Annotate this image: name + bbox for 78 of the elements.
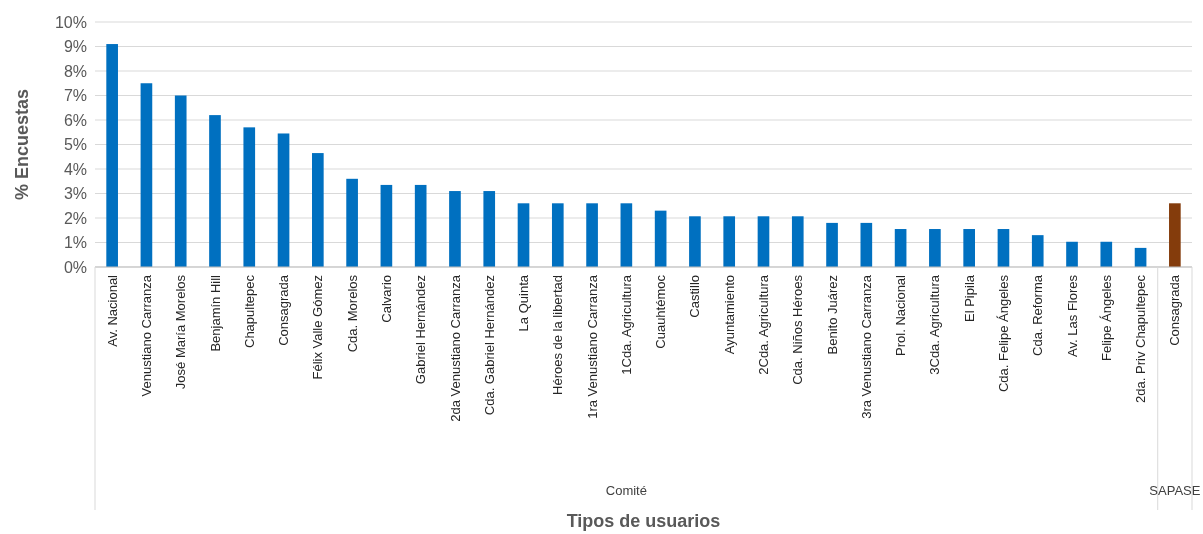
y-tick-label: 0% — [63, 258, 87, 276]
bar — [449, 191, 461, 267]
bar — [174, 95, 187, 267]
bar — [997, 229, 1010, 267]
bar — [723, 216, 736, 267]
x-tick-label: 2Cda. Agricultura — [756, 274, 772, 375]
bar — [1169, 203, 1181, 267]
x-tick-label: Av. Nacional — [104, 274, 120, 347]
bar — [929, 229, 941, 267]
x-tick-label: Héroes de la libertad — [550, 275, 566, 395]
x-tick-label: El Pipila — [961, 274, 977, 322]
x-tick-label: 1ra Venustiano Carranza — [584, 274, 600, 419]
bar — [1031, 235, 1044, 267]
bar — [860, 222, 873, 267]
x-tick-label: Castillo — [687, 275, 703, 318]
y-tick-label: 7% — [63, 87, 87, 105]
bar — [312, 153, 324, 267]
x-tick-label: 3Cda. Agricultura — [927, 274, 943, 375]
bar — [757, 216, 770, 267]
x-tick-label: Cda. Felipe Ángeles — [996, 274, 1011, 393]
y-tick-label: 5% — [63, 136, 87, 154]
bar — [209, 115, 221, 267]
bar — [483, 191, 496, 267]
bar — [277, 133, 290, 267]
x-tick-label: Cda. Gabriel Hernández — [481, 275, 497, 416]
x-tick-label: Félix Valle Gómez — [310, 275, 326, 380]
x-tick-label: Consagrada — [1167, 274, 1183, 346]
x-tick-label: Prol. Nacional — [893, 274, 909, 356]
y-tick-label: 2% — [63, 209, 87, 227]
bar — [140, 83, 153, 267]
bar — [689, 216, 701, 267]
bar — [243, 127, 256, 267]
x-tick-label: Gabriel Hernández — [413, 275, 429, 385]
bar — [106, 44, 118, 267]
bar — [380, 184, 393, 267]
bar — [414, 184, 427, 267]
x-tick-label: 1Cda. Agricultura — [618, 274, 634, 375]
bar — [517, 203, 530, 267]
x-tick-label: 2da. Priv Chapultepec — [1133, 274, 1149, 403]
x-tick-label: Av. Las Flores — [1064, 274, 1080, 357]
x-tick-label: José María Morelos — [173, 274, 189, 390]
y-tick-label: 6% — [63, 111, 87, 129]
bar — [826, 222, 838, 267]
x-tick-label: Calvario — [378, 275, 394, 323]
bar — [620, 203, 633, 267]
y-tick-label: 4% — [63, 160, 87, 178]
x-tick-label: 3ra Venustiano Carranza — [858, 274, 874, 419]
text: Comité — [605, 483, 647, 498]
x-tick-label: 2da Venustiano Carranza — [447, 274, 463, 422]
bar — [1066, 241, 1078, 267]
y-tick-label: 9% — [63, 38, 87, 56]
x-tick-label: Venustiano Carranza — [138, 274, 154, 397]
y-axis-title: % Encuestas — [12, 88, 33, 201]
y-tick-label: 1% — [63, 234, 87, 252]
x-tick-label: Cuauhtémoc — [653, 274, 669, 349]
x-tick-label: La Quinta — [516, 274, 532, 332]
x-tick-label: Consagrada — [276, 274, 292, 346]
bar — [791, 216, 804, 267]
x-tick-label: Cda. Reforma — [1030, 274, 1046, 356]
bar — [551, 203, 564, 267]
x-tick-label: Cda. Niños Héroes — [790, 274, 806, 385]
x-tick-label: Cda. Morelos — [344, 274, 360, 353]
bar — [586, 203, 598, 267]
x-tick-label: Benjamín Hill — [207, 274, 223, 352]
bar — [963, 229, 975, 267]
y-tick-label: 8% — [63, 62, 87, 80]
x-tick-label: Benito Juárez — [824, 275, 840, 355]
bar — [654, 210, 667, 267]
text: SAPASE — [1149, 483, 1201, 498]
y-tick-label: 10% — [54, 13, 87, 31]
x-axis-title: Tipos de usuarios — [566, 511, 721, 531]
y-tick-label: 3% — [63, 185, 87, 203]
bar — [894, 229, 907, 267]
x-tick-label: Ayuntamiento — [721, 275, 737, 355]
bar — [1100, 241, 1113, 267]
x-tick-label: Felipe Ángeles — [1098, 274, 1114, 361]
bar — [346, 178, 358, 267]
x-tick-label: Chapultepec — [241, 274, 257, 348]
